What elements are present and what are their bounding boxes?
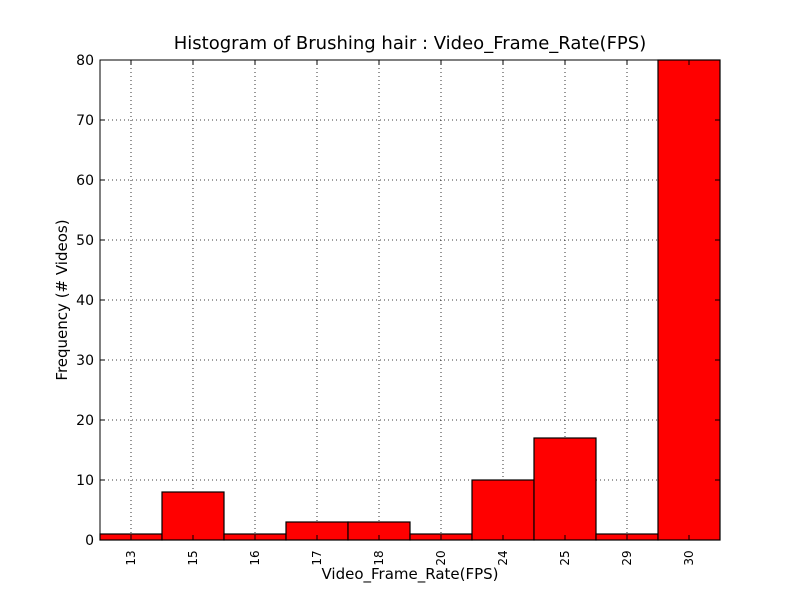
- x-tick-label: 25: [558, 550, 572, 565]
- chart-title: Histogram of Brushing hair : Video_Frame…: [173, 33, 647, 54]
- y-tick-label: 30: [76, 353, 94, 369]
- x-tick-label: 17: [310, 550, 324, 565]
- x-axis-label: Video_Frame_Rate(FPS): [321, 565, 499, 583]
- bar-15: [161, 491, 225, 541]
- x-tick-label: 20: [434, 550, 448, 565]
- bar-24: [471, 479, 535, 541]
- y-tick-label: 40: [76, 293, 94, 309]
- bar-25: [533, 437, 597, 541]
- plot-frame: [99, 59, 721, 541]
- y-tick-label: 60: [76, 173, 94, 189]
- bar-30: [657, 59, 721, 541]
- y-tick-label: 0: [85, 533, 94, 549]
- x-tick-label: 24: [496, 550, 510, 565]
- x-tick-label: 18: [372, 550, 386, 565]
- grid-lines: [100, 60, 720, 540]
- axis-ticks: 0 10 20 30 40 50 60 70 80 13 15 16 17 18 20 24 25 29 30: [76, 53, 720, 566]
- x-tick-label: 15: [186, 550, 200, 565]
- x-tick-label: 30: [682, 550, 696, 565]
- x-tick-label: 29: [620, 550, 634, 565]
- x-tick-label: 13: [124, 550, 138, 565]
- y-tick-label: 70: [76, 113, 94, 129]
- y-tick-label: 80: [76, 53, 94, 69]
- x-tick-label: 16: [248, 550, 262, 565]
- y-tick-label: 20: [76, 413, 94, 429]
- y-tick-label: 50: [76, 233, 94, 249]
- y-tick-label: 10: [76, 473, 94, 489]
